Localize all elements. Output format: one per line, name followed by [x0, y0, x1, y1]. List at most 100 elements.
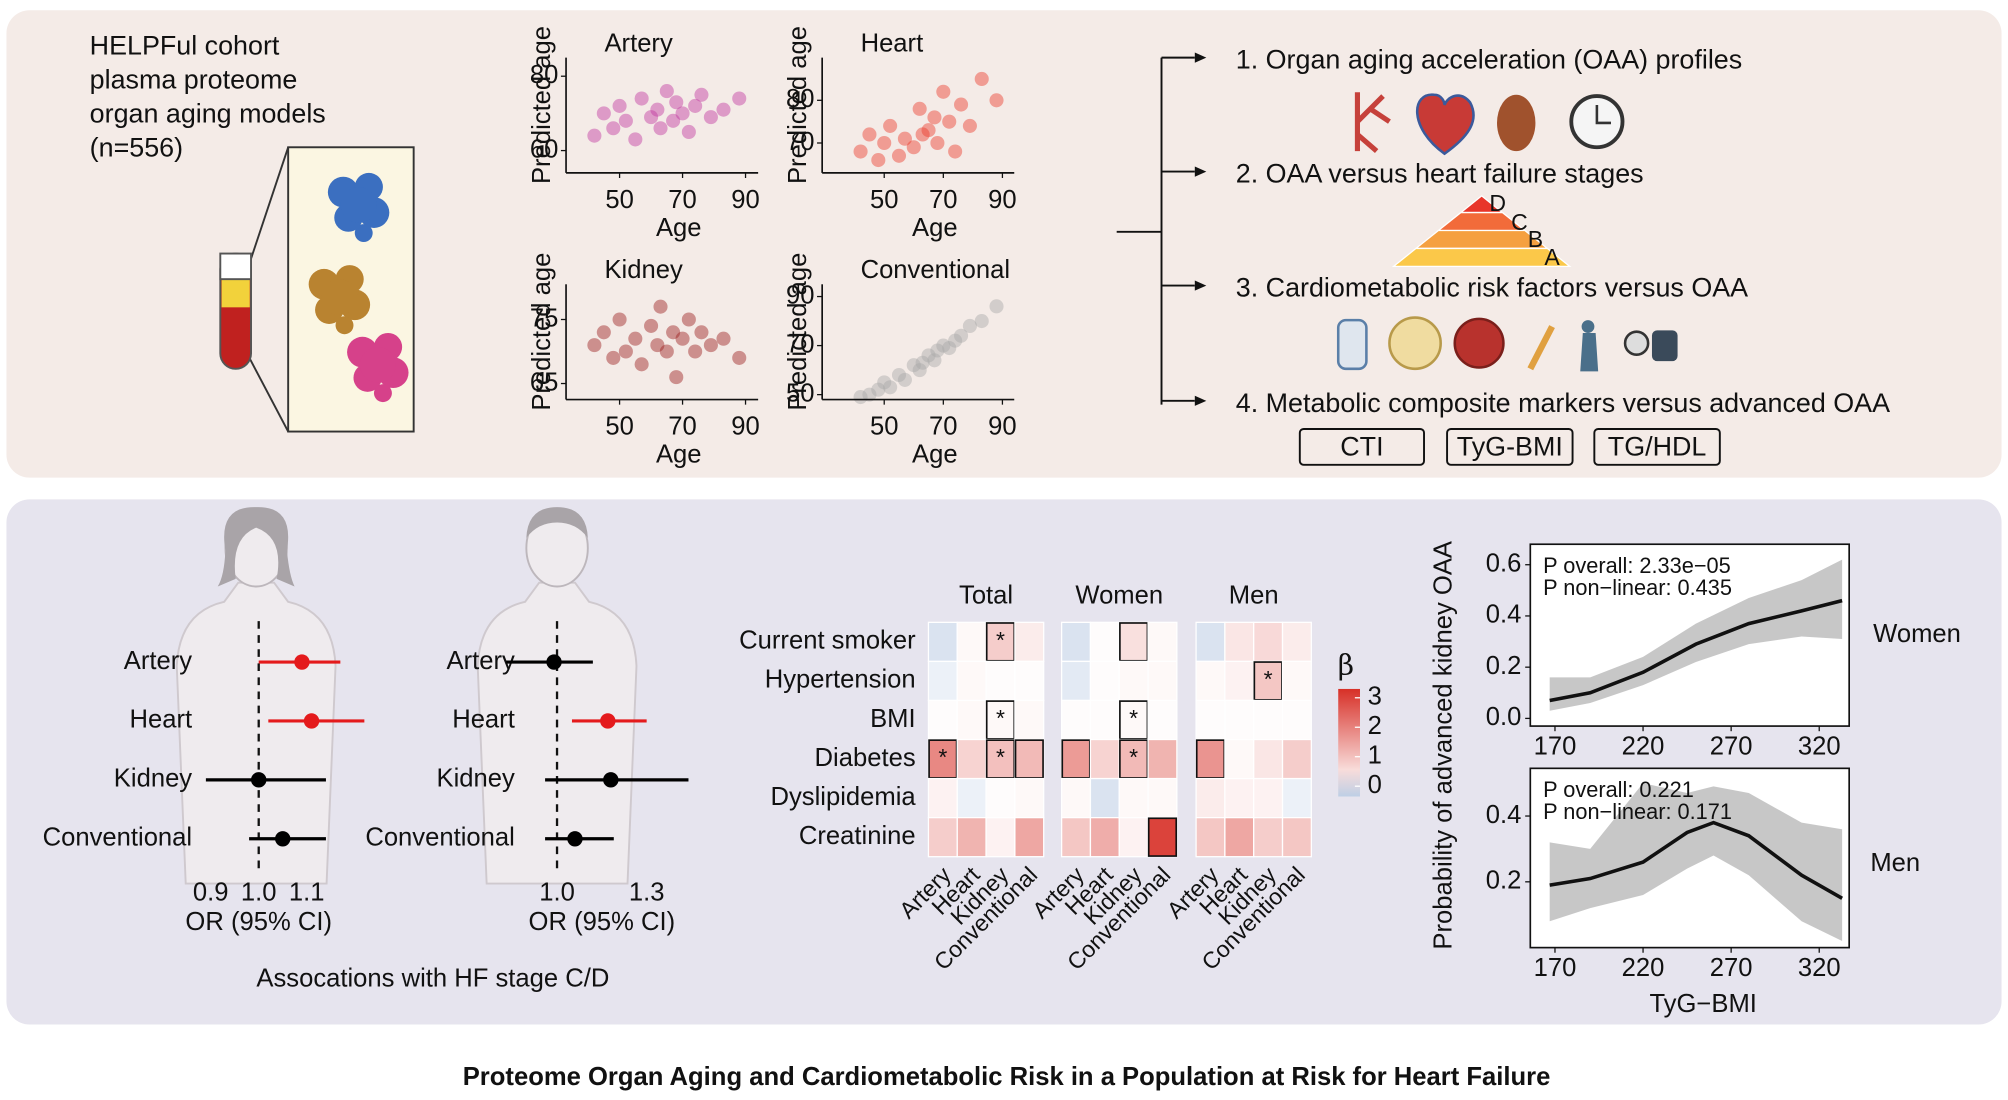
- scatter-point: [877, 375, 892, 390]
- heatmap-cell: [1060, 621, 1092, 663]
- scatter-point: [891, 367, 907, 383]
- scatter-point: [989, 93, 1004, 108]
- x-tick-label: 50: [870, 412, 899, 440]
- scatter-point: [883, 380, 898, 395]
- panel-title: Kidney: [604, 256, 682, 284]
- y-tick-label: 0.0: [1486, 703, 1522, 731]
- scatter-point: [853, 390, 868, 405]
- odds-ratio-point: [303, 713, 320, 729]
- heatmap-cell: [1224, 738, 1255, 780]
- x-tick-label: 270: [1710, 954, 1753, 982]
- significance-star: *: [996, 705, 1005, 731]
- marker-label: TG/HDL: [1608, 431, 1707, 461]
- scatter-point: [675, 331, 690, 346]
- kidney-icon: [1497, 94, 1536, 152]
- scatter-point: [688, 344, 703, 359]
- significance-star: *: [996, 627, 1005, 653]
- heatmap-cell: [1147, 621, 1178, 663]
- cohort-text: HELPFul cohort: [90, 30, 280, 60]
- scatter-point: [862, 127, 877, 142]
- annotation: P overall: 2.33e−05: [1543, 553, 1731, 578]
- scatter-point: [906, 358, 921, 373]
- scatter-point: [877, 135, 892, 151]
- heatmap-cell: [1060, 777, 1092, 819]
- arrow-head: [1194, 395, 1207, 406]
- significance-star: *: [996, 744, 1005, 770]
- y-axis-label: Predicted age: [528, 26, 556, 184]
- legend-tick-label: 1: [1368, 741, 1382, 769]
- heatmap-cell: [1147, 699, 1178, 741]
- plot-frame: [1529, 543, 1851, 727]
- scatter-point: [912, 101, 927, 116]
- heatmap-cell: [985, 660, 1016, 702]
- scatter-point: [942, 340, 957, 356]
- heatmap-cell: [1253, 738, 1284, 780]
- scatter-point: [948, 144, 963, 159]
- scatter-point: [612, 98, 627, 113]
- heatmap-cell: [1224, 816, 1255, 858]
- scatter-point: [596, 325, 611, 340]
- heatmap-cell: [1014, 816, 1045, 858]
- legend-tick-label: 3: [1368, 683, 1382, 711]
- heatmap-cell: [1195, 621, 1226, 663]
- heatmap-cell: [956, 816, 987, 858]
- heatmap-cell: [1224, 777, 1255, 819]
- scatter-point: [694, 87, 709, 102]
- heatmap-cell: [1281, 699, 1312, 741]
- heatmap-cell: [1118, 777, 1149, 819]
- heatmap-cell: [1014, 621, 1045, 663]
- bp-cuff-icon: [1651, 330, 1678, 362]
- y-tick-label: 65: [530, 368, 559, 396]
- step-text: 3. Cardiometabolic risk factors versus O…: [1236, 273, 1748, 303]
- row-label: Kidney: [114, 765, 192, 793]
- scatter-point: [862, 387, 877, 402]
- hair: [217, 507, 295, 587]
- scatter-point: [942, 114, 957, 129]
- scatter-point: [666, 325, 681, 340]
- x-tick-label: 320: [1798, 733, 1841, 761]
- scatter-point: [716, 331, 731, 346]
- heatmap-cell: [1253, 699, 1284, 741]
- scatter-point: [871, 382, 886, 397]
- tube-top: [219, 252, 252, 281]
- zoom-line: [248, 358, 290, 432]
- heatmap-cell: [1195, 777, 1226, 819]
- panel-title: Artery: [604, 30, 672, 58]
- x-axis-label: TyG−BMI: [1649, 990, 1756, 1018]
- y-tick-label: 90: [786, 281, 815, 309]
- tube-plasma: [221, 279, 250, 308]
- scatter-point: [650, 102, 665, 117]
- x-axis-label: Age: [912, 214, 958, 242]
- heatmap-cell: [1224, 699, 1255, 741]
- y-tick-label: 0.4: [1486, 801, 1522, 829]
- protein-blob: [340, 186, 377, 223]
- odds-ratio-point: [251, 772, 267, 788]
- heatmap-cell: [1014, 699, 1045, 741]
- x-axis-label: OR (95% CI): [185, 908, 332, 936]
- scatter-point: [936, 84, 951, 99]
- heatmap-cell: [1224, 660, 1255, 702]
- bp-icon: [1623, 330, 1650, 356]
- heatmap-cell: [1060, 816, 1092, 858]
- legend-tick-label: 0: [1368, 771, 1382, 799]
- scatter-point: [634, 91, 649, 106]
- scatter-point: [871, 153, 886, 168]
- scatter-point: [596, 106, 611, 121]
- x-axis-label: OR (95% CI): [529, 908, 676, 936]
- heatmap-cell: [956, 621, 987, 663]
- row-label: Diabetes: [815, 744, 916, 772]
- scatter-point: [962, 318, 977, 334]
- x-tick-label: 70: [929, 186, 958, 214]
- scatter-point: [628, 331, 643, 346]
- heatmap-cell: [1147, 738, 1178, 780]
- pyramid-layer: [1391, 247, 1572, 267]
- scatter-point: [659, 344, 674, 359]
- scatter-point: [694, 325, 709, 340]
- heatmap-cell: [1118, 660, 1149, 702]
- y-tick-label: 70: [786, 128, 815, 156]
- annotation: P non−linear: 0.171: [1543, 799, 1732, 824]
- scatter-point: [921, 123, 936, 138]
- x-tick-label: 170: [1534, 954, 1577, 982]
- scatter-point: [732, 350, 747, 365]
